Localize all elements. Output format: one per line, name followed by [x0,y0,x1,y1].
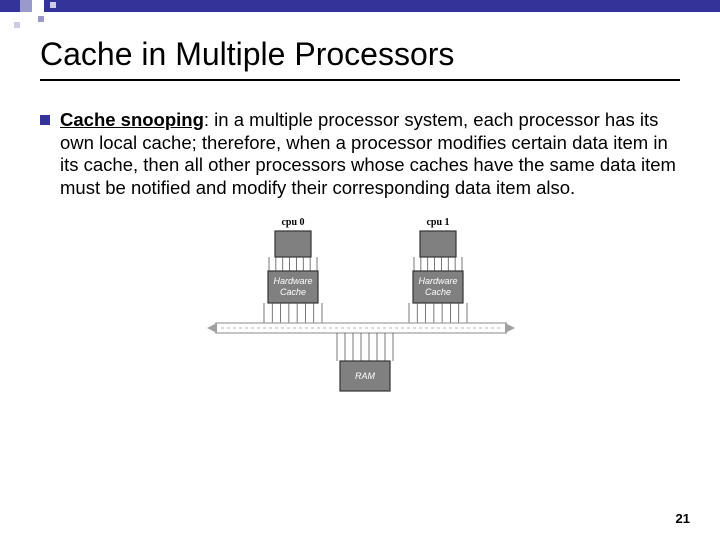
page-title: Cache in Multiple Processors [0,12,720,79]
svg-text:RAM: RAM [355,371,376,381]
diagram-svg: cpu 0cpu 1HardwareCacheHardwareCacheRAM [195,213,525,401]
svg-text:cpu 1: cpu 1 [426,217,449,228]
bullet-square-icon [40,115,50,125]
lead-term: Cache snooping [60,109,204,130]
svg-text:Cache: Cache [280,287,306,297]
page-number: 21 [676,511,690,526]
svg-text:Hardware: Hardware [273,276,312,286]
body-paragraph: Cache snooping: in a multiple processor … [0,109,720,199]
svg-text:Hardware: Hardware [418,276,457,286]
title-underline [40,79,680,81]
svg-text:cpu 0: cpu 0 [281,217,304,228]
cache-diagram: cpu 0cpu 1HardwareCacheHardwareCacheRAM [0,213,720,401]
svg-text:Cache: Cache [425,287,451,297]
top-accent-bar [0,0,720,12]
